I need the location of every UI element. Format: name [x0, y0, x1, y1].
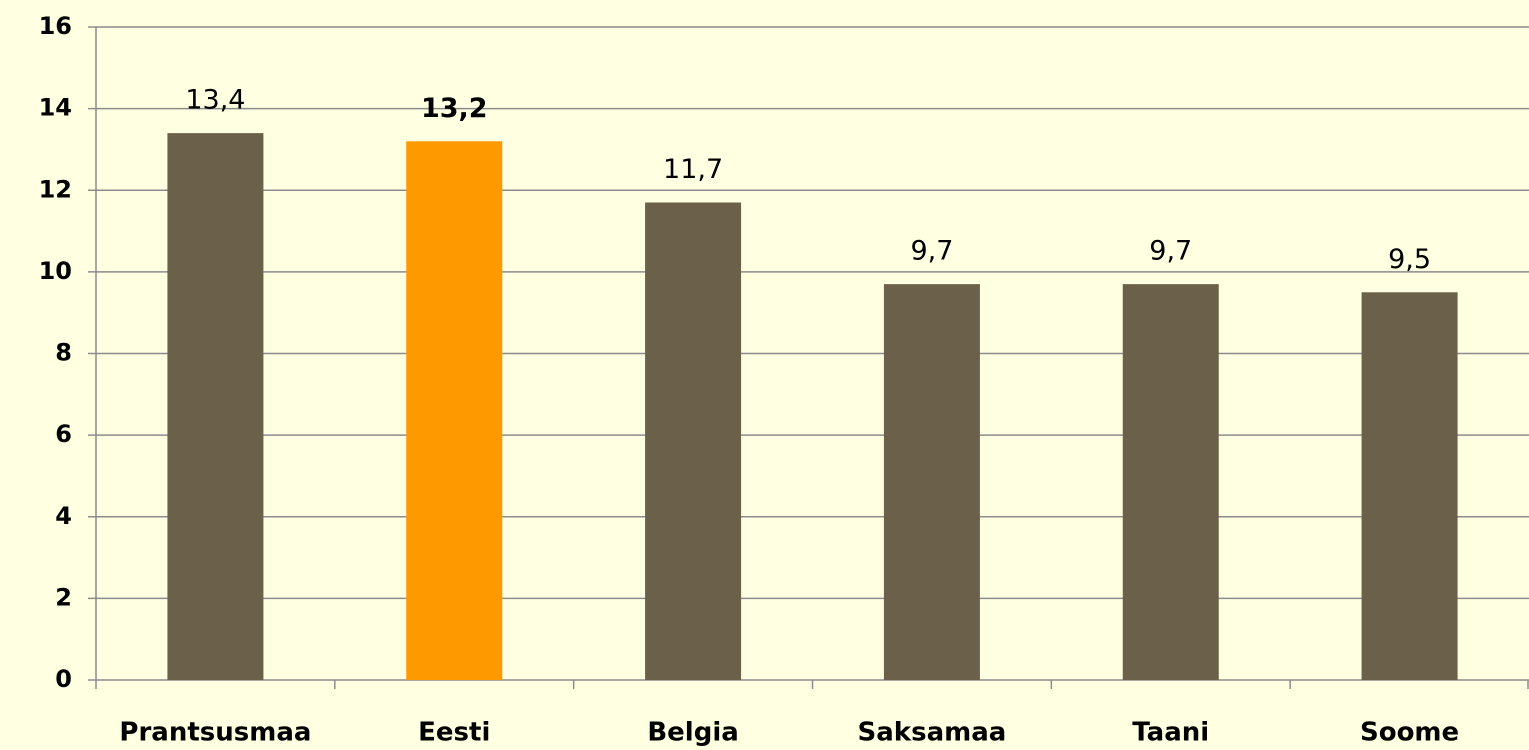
- x-tick-label: Saksamaa: [858, 718, 1007, 748]
- y-tick-label: 0: [55, 665, 72, 693]
- x-tick-label: Belgia: [647, 718, 738, 748]
- y-tick-label: 12: [39, 175, 72, 203]
- value-label: 13,4: [185, 85, 245, 116]
- y-tick-label: 16: [39, 12, 72, 40]
- bar: [1361, 292, 1458, 680]
- y-tick-label: 6: [55, 420, 72, 448]
- bar: [406, 141, 503, 680]
- x-tick-label: Taani: [1132, 718, 1209, 748]
- value-label: 9,7: [1149, 236, 1192, 267]
- bar: [883, 284, 980, 680]
- value-label: 11,7: [663, 154, 723, 185]
- value-label: 13,2: [421, 93, 488, 124]
- y-tick-label: 4: [55, 502, 72, 530]
- x-tick-label: Prantsusmaa: [119, 718, 311, 748]
- bar: [167, 133, 264, 681]
- y-tick-label: 8: [55, 339, 72, 367]
- y-tick-label: 10: [39, 257, 72, 285]
- value-label: 9,5: [1388, 244, 1431, 275]
- bar: [645, 202, 742, 680]
- value-label: 9,7: [910, 236, 953, 267]
- y-tick-label: 2: [55, 583, 72, 611]
- x-tick-label: Eesti: [418, 718, 490, 748]
- x-tick-label: Soome: [1360, 718, 1459, 748]
- y-tick-label: 14: [39, 94, 72, 122]
- bar: [1122, 284, 1219, 680]
